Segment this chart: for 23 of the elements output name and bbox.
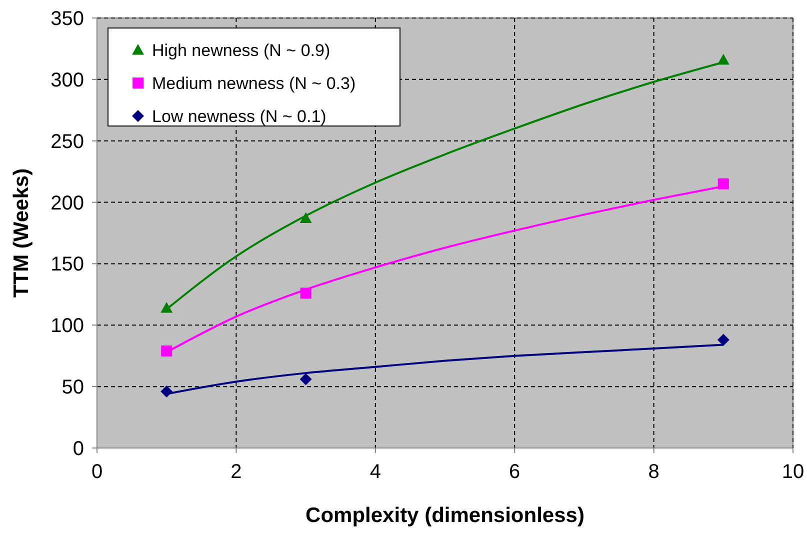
y-tick-label: 100 bbox=[50, 315, 84, 338]
y-tick-label: 50 bbox=[62, 376, 84, 399]
y-axis-title: TTM (Weeks) bbox=[10, 168, 33, 298]
x-tick-label: 10 bbox=[782, 461, 804, 483]
point bbox=[161, 345, 172, 356]
y-tick-label: 300 bbox=[50, 69, 84, 92]
x-tick-label: 8 bbox=[648, 461, 660, 483]
legend-label: High newness (N ~ 0.9) bbox=[152, 40, 330, 60]
x-tick-label: 2 bbox=[230, 461, 242, 483]
x-tick-label: 4 bbox=[370, 461, 381, 483]
y-tick-label: 200 bbox=[50, 192, 84, 214]
legend-label: Low newness (N ~ 0.1) bbox=[152, 106, 326, 126]
point bbox=[717, 334, 730, 346]
y-tick-label: 250 bbox=[50, 130, 84, 153]
x-tick-label: 6 bbox=[509, 461, 520, 483]
point bbox=[718, 178, 729, 190]
point bbox=[300, 373, 312, 386]
y-tick-label: 150 bbox=[50, 254, 84, 276]
x-axis-title: Complexity (dimensionless) bbox=[306, 504, 584, 527]
y-tick-label: 0 bbox=[72, 438, 84, 460]
x-tick-label: 0 bbox=[91, 461, 103, 483]
legend-label: Medium newness (N ~ 0.3) bbox=[152, 74, 356, 93]
y-tick-label: 350 bbox=[50, 8, 84, 30]
